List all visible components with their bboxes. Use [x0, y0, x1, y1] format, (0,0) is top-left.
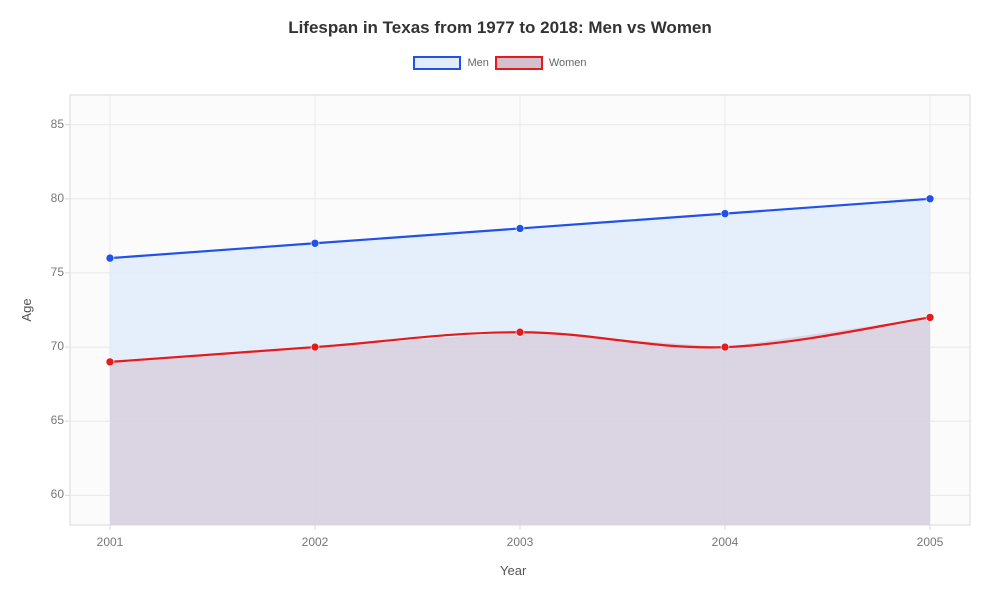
- legend-swatch-men: [413, 56, 461, 70]
- y-tick-label: 75: [42, 265, 64, 279]
- chart-title: Lifespan in Texas from 1977 to 2018: Men…: [0, 0, 1000, 38]
- x-tick-label: 2002: [295, 535, 335, 549]
- legend-item-women[interactable]: Women: [495, 56, 587, 70]
- x-tick-label: 2003: [500, 535, 540, 549]
- legend-label-men: Men: [467, 57, 488, 69]
- legend-label-women: Women: [549, 57, 587, 69]
- x-axis-label: Year: [500, 563, 526, 578]
- y-tick-label: 60: [42, 487, 64, 501]
- chart-legend: Men Women: [0, 56, 1000, 70]
- y-tick-label: 70: [42, 339, 64, 353]
- legend-item-men[interactable]: Men: [413, 56, 488, 70]
- x-tick-label: 2001: [90, 535, 130, 549]
- y-tick-label: 80: [42, 191, 64, 205]
- x-tick-label: 2005: [910, 535, 950, 549]
- y-tick-label: 85: [42, 117, 64, 131]
- plot-area: [70, 95, 970, 525]
- x-tick-label: 2004: [705, 535, 745, 549]
- chart-container: Lifespan in Texas from 1977 to 2018: Men…: [0, 0, 1000, 600]
- y-axis-label: Age: [19, 298, 34, 321]
- legend-swatch-women: [495, 56, 543, 70]
- y-tick-label: 65: [42, 413, 64, 427]
- plot-svg: [70, 95, 970, 525]
